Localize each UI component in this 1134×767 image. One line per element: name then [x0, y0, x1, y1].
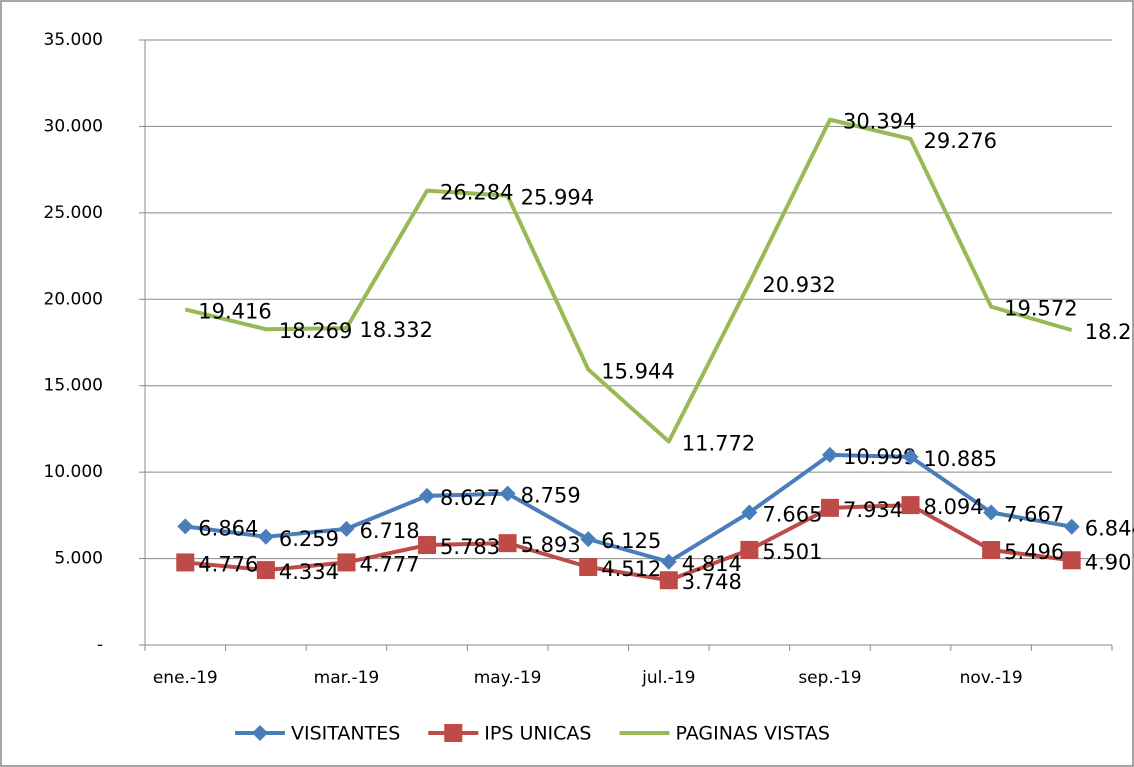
- data-label: 20.932: [762, 273, 835, 297]
- data-point: [498, 534, 517, 553]
- y-tick-label: 20.000: [44, 289, 103, 309]
- data-label: 4.777: [359, 552, 419, 576]
- data-label: 7.667: [1004, 502, 1064, 526]
- x-tick-label: mar.-19: [314, 668, 380, 688]
- y-tick-label: 15.000: [44, 376, 103, 396]
- data-label: 7.934: [843, 498, 903, 522]
- data-point: [338, 520, 355, 537]
- data-label: 18.269: [279, 319, 352, 343]
- data-label: 19.416: [198, 299, 271, 323]
- x-tick-label: nov.-19: [960, 668, 1023, 688]
- data-label: 11.772: [682, 432, 755, 456]
- legend-label: PAGINAS VISTAS: [676, 723, 830, 745]
- data-point: [418, 536, 437, 555]
- data-label: 8.759: [521, 484, 581, 508]
- data-label: 6.718: [359, 519, 419, 543]
- data-point: [901, 496, 920, 515]
- data-label: 8.627: [440, 486, 500, 510]
- legend-marker: [444, 724, 463, 742]
- data-label: 6.864: [198, 516, 258, 540]
- data-label: 6.844: [1085, 517, 1134, 541]
- data-point: [256, 561, 275, 580]
- y-tick-label: 35.000: [44, 30, 103, 50]
- x-tick-label: jul.-19: [641, 668, 695, 688]
- series-line: [184, 117, 1073, 444]
- data-label: 30.394: [843, 110, 916, 134]
- data-label: 4.512: [601, 557, 661, 581]
- data-point: [902, 448, 919, 465]
- data-point: [177, 518, 194, 535]
- data-point: [741, 504, 758, 521]
- data-label: 5.783: [440, 535, 500, 559]
- data-point: [659, 571, 678, 590]
- data-point: [499, 485, 516, 502]
- data-label: 5.496: [1004, 540, 1064, 564]
- data-point: [1062, 551, 1081, 570]
- data-label: 18.332: [359, 318, 432, 342]
- series-line: [185, 452, 1073, 564]
- x-tick-label: may.-19: [474, 668, 542, 688]
- y-tick-label: 25.000: [44, 203, 103, 223]
- y-tick-label: 30.000: [44, 116, 103, 136]
- data-point: [337, 553, 356, 572]
- data-point: [821, 446, 838, 463]
- data-label: 6.125: [601, 529, 661, 553]
- y-tick-label: -: [97, 635, 103, 655]
- data-label: 19.572: [1004, 297, 1077, 321]
- data-label: 6.259: [279, 527, 339, 551]
- data-point: [1063, 518, 1080, 535]
- data-label: 4.901: [1085, 550, 1134, 574]
- data-point: [983, 504, 1000, 521]
- data-label: 25.994: [521, 186, 594, 210]
- data-point: [176, 553, 195, 572]
- data-label: 10.885: [924, 447, 997, 471]
- data-point: [419, 487, 436, 504]
- legend-label: IPS UNICAS: [484, 723, 591, 745]
- data-point: [580, 531, 597, 548]
- data-label: 15.944: [601, 359, 674, 383]
- data-label: 26.284: [440, 181, 513, 205]
- data-label: 29.276: [924, 129, 997, 153]
- legend-marker: [252, 725, 268, 741]
- data-point: [257, 528, 274, 545]
- data-label: 8.094: [924, 495, 984, 519]
- data-label: 7.665: [762, 503, 822, 527]
- data-point: [660, 553, 677, 570]
- x-tick-label: ene.-19: [153, 668, 218, 688]
- y-tick-label: 10.000: [44, 462, 103, 482]
- data-label: 4.814: [682, 552, 742, 576]
- data-point: [820, 498, 839, 517]
- data-label: 4.776: [198, 552, 258, 576]
- data-label: 5.893: [521, 533, 581, 557]
- data-point: [982, 540, 1001, 559]
- data-label: 4.334: [279, 560, 339, 584]
- data-point: [579, 558, 598, 577]
- data-label: 3.748: [682, 570, 742, 594]
- data-label: 5.501: [762, 540, 822, 564]
- data-point: [740, 540, 759, 559]
- data-label: 18.216: [1085, 320, 1134, 344]
- y-tick-label: 5.000: [54, 549, 103, 569]
- x-tick-label: sep.-19: [798, 668, 861, 688]
- legend-label: VISITANTES: [291, 723, 400, 745]
- series-line: [185, 503, 1072, 583]
